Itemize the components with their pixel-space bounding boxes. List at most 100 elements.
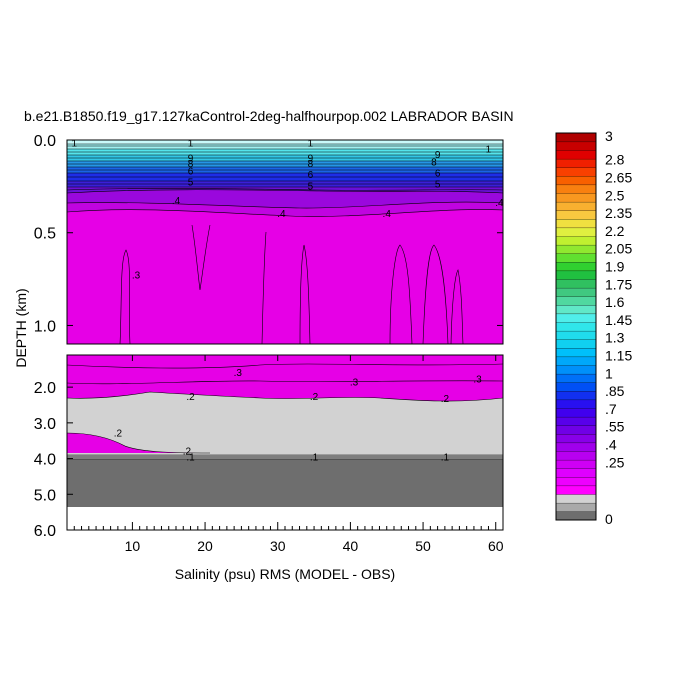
contour-label: 8 bbox=[188, 159, 194, 170]
x-axis: 10 20 30 40 50 60 bbox=[66, 355, 504, 554]
colorbar-swatch bbox=[555, 279, 597, 289]
colorbar-swatch bbox=[555, 416, 597, 426]
contour-label: 1 bbox=[486, 144, 492, 155]
lower-y-tick-label: 2.0 bbox=[34, 380, 56, 397]
contour-label: 1 bbox=[188, 139, 194, 150]
colorbar-swatch bbox=[555, 339, 597, 349]
colorbar-swatch bbox=[555, 442, 597, 452]
colorbar-swatch bbox=[555, 494, 597, 504]
colorbar-label: 2.8 bbox=[605, 152, 625, 168]
colorbar-label: .85 bbox=[605, 383, 625, 399]
colorbar-swatch bbox=[555, 408, 597, 418]
colorbar-swatch bbox=[555, 244, 597, 254]
contour-label: .2 bbox=[186, 392, 195, 403]
colorbar-swatch bbox=[555, 382, 597, 392]
contour-label: .2 bbox=[183, 446, 192, 457]
lower-dark-fill bbox=[67, 455, 503, 507]
colorbar-swatch bbox=[555, 193, 597, 203]
colorbar-label: 1.15 bbox=[605, 348, 632, 364]
colorbar-label: .4 bbox=[605, 437, 617, 453]
colorbar-swatch bbox=[555, 210, 597, 220]
colorbar-swatch bbox=[555, 175, 597, 186]
colorbar-swatch bbox=[555, 322, 597, 332]
lower-y-tick-label: 5.0 bbox=[34, 487, 56, 504]
colorbar-label: 0 bbox=[605, 511, 613, 527]
contour-label: 6 bbox=[188, 167, 194, 178]
colorbar-swatch bbox=[555, 373, 597, 383]
upper-y-tick-label: 0.0 bbox=[34, 133, 56, 150]
contour-label: 1 bbox=[308, 139, 314, 150]
colorbar-swatch bbox=[555, 347, 597, 358]
colorbar-swatch bbox=[555, 485, 597, 495]
contour-label: .4 bbox=[172, 196, 181, 207]
contour-label: .2 bbox=[310, 392, 319, 403]
colorbar-swatch bbox=[555, 227, 597, 237]
x-tick-label: 10 bbox=[125, 538, 141, 554]
colorbar-label: 2.5 bbox=[605, 187, 625, 203]
colorbar-label: 1.75 bbox=[605, 276, 632, 292]
colorbar-swatch bbox=[555, 476, 597, 487]
colorbar-swatch bbox=[555, 218, 597, 229]
contour-label: .4 bbox=[277, 209, 286, 220]
colorbar-label: 1 bbox=[605, 365, 613, 381]
x-tick-label: 50 bbox=[415, 538, 431, 554]
colorbar-label: 1.6 bbox=[605, 294, 625, 310]
contour-label: .2 bbox=[441, 394, 450, 405]
colorbar-label: 2.65 bbox=[605, 170, 632, 186]
colorbar-swatch bbox=[555, 425, 597, 435]
colorbar-swatch bbox=[555, 330, 597, 340]
contour-label: 8 bbox=[308, 159, 314, 170]
colorbar-label: 1.9 bbox=[605, 259, 625, 275]
colorbar-label: .55 bbox=[605, 419, 625, 435]
colorbar-swatch bbox=[555, 304, 597, 315]
colorbar-swatch bbox=[555, 356, 597, 366]
upper-y-axis: 0.0 0.5 1.0 bbox=[34, 133, 503, 335]
colorbar-swatch bbox=[555, 132, 597, 143]
chart-title: b.e21.B1850.f19_g17.127kaControl-2deg-ha… bbox=[24, 108, 514, 124]
x-axis-title: Salinity (psu) RMS (MODEL - OBS) bbox=[175, 566, 395, 582]
colorbar-swatch bbox=[555, 236, 597, 246]
colorbar-swatch bbox=[555, 459, 597, 469]
colorbar-swatch bbox=[555, 451, 597, 461]
colorbar-swatch bbox=[555, 511, 597, 521]
lower-panel bbox=[67, 355, 503, 507]
contour-label: .3 bbox=[132, 270, 141, 281]
contour-label: 5 bbox=[435, 180, 441, 191]
contour-label: 9 bbox=[435, 150, 441, 161]
upper-panel bbox=[67, 140, 503, 344]
colorbar: 3 2.8 2.652.5 2.35 2.2 2.05 1.91.75 1.6 1.45 1.3 1… bbox=[555, 128, 632, 527]
contour-label: 5 bbox=[188, 178, 194, 189]
contour-label: 9 bbox=[308, 154, 314, 165]
colorbar-swatch bbox=[555, 313, 597, 323]
contour-label: .4 bbox=[383, 209, 392, 220]
contour-label: .2 bbox=[114, 429, 123, 440]
contour-label: .3 bbox=[234, 368, 243, 379]
colorbar-swatch bbox=[555, 158, 597, 168]
colorbar-swatch bbox=[555, 433, 597, 444]
upper-y-tick-label: 0.5 bbox=[34, 226, 56, 243]
colorbar-swatch bbox=[555, 365, 597, 375]
colorbar-swatch bbox=[555, 468, 597, 478]
lower-y-axis: 2.0 3.0 4.0 5.0 6.0 bbox=[34, 380, 73, 540]
upper-panel-frame bbox=[66, 139, 504, 345]
x-tick-label: 30 bbox=[270, 538, 286, 554]
colorbar-swatch bbox=[555, 390, 597, 401]
colorbar-swatch bbox=[555, 287, 597, 297]
colorbar-swatch bbox=[555, 184, 597, 194]
colorbar-swatch bbox=[555, 502, 597, 512]
contour-label: .1 bbox=[186, 453, 195, 464]
colorbar-swatch bbox=[555, 141, 597, 151]
colorbar-label: 3 bbox=[605, 128, 613, 144]
colorbar-label: .25 bbox=[605, 454, 625, 470]
contour-label: 6 bbox=[308, 170, 314, 181]
contour-label: 6 bbox=[435, 168, 441, 179]
contour-label: .1 bbox=[441, 453, 450, 464]
colorbar-label: 1.45 bbox=[605, 312, 632, 328]
colorbar-swatch bbox=[555, 253, 597, 263]
y-axis-title: DEPTH (km) bbox=[13, 288, 29, 367]
colorbar-label: 1.3 bbox=[605, 330, 625, 346]
contour-label: .4 bbox=[495, 198, 504, 209]
contour-label: .1 bbox=[310, 453, 319, 464]
contour-label: .3 bbox=[473, 374, 482, 385]
